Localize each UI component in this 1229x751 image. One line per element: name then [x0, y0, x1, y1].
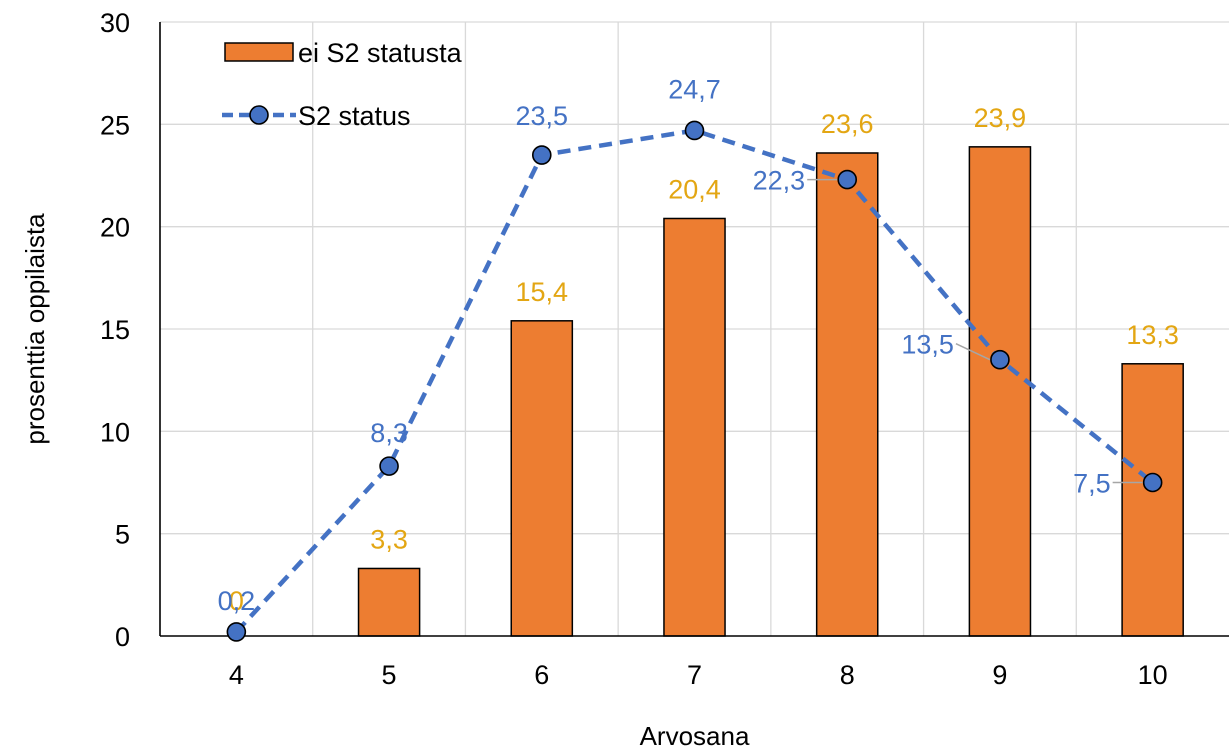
line-point: [226, 622, 247, 642]
x-tick-label: 4: [229, 660, 244, 690]
y-tick-label: 10: [100, 417, 130, 447]
data-label-leader: [955, 343, 991, 361]
bar: [663, 217, 726, 637]
legend-label-line: S2 status: [298, 101, 411, 131]
x-axis-title: Arvosana: [640, 721, 750, 751]
legend-label-bar: ei S2 statusta: [298, 38, 463, 68]
legend-swatch-bar: [224, 42, 294, 62]
line-data-label: 24,7: [668, 74, 721, 104]
line-point: [1142, 472, 1163, 493]
x-tick-label: 6: [534, 660, 549, 690]
y-tick-label: 20: [100, 213, 130, 243]
y-tick-label: 5: [115, 520, 130, 550]
line-point: [990, 349, 1010, 370]
data-labels: 0 3,3 15,4 20,4 23,6 23,9 13,3 0,2 8,3 23,5 24,7 22…: [218, 74, 1179, 616]
axes: [159, 22, 1229, 637]
line-point: [684, 120, 705, 141]
tick-labels: 0 5 10 15 20 25 30 4 5 6 7 8 9 10: [100, 8, 1168, 690]
legend: ei S2 statusta S2 status: [222, 38, 463, 131]
y-tick-label: 15: [100, 315, 130, 345]
y-tick-label: 25: [100, 110, 130, 140]
x-tick-label: 7: [687, 660, 702, 690]
line-data-label: 0,2: [218, 586, 256, 616]
bar-data-label: 13,3: [1126, 320, 1179, 350]
line-data-label: 8,3: [370, 418, 408, 448]
y-tick-label: 0: [115, 622, 130, 652]
line-point: [837, 169, 858, 190]
bar-data-label: 23,9: [974, 103, 1027, 133]
line-data-label: 22,3: [753, 166, 806, 196]
line-series: [226, 120, 1163, 642]
bar-data-label: 0: [229, 586, 244, 616]
x-tick-label: 8: [840, 660, 855, 690]
line-point: [379, 456, 399, 476]
bar: [357, 567, 421, 637]
bar-data-label: 23,6: [821, 109, 874, 139]
legend-marker-line: [249, 105, 269, 125]
bar-data-label: 3,3: [370, 524, 408, 554]
x-tick-label: 10: [1138, 660, 1168, 690]
bar-series: [357, 146, 1184, 637]
x-tick-label: 9: [992, 660, 1007, 690]
y-tick-label: 30: [100, 8, 130, 38]
line-data-label: 13,5: [901, 330, 954, 360]
bar-data-label: 20,4: [668, 174, 721, 204]
line-point: [531, 145, 552, 165]
bar: [510, 320, 574, 637]
line-data-label: 7,5: [1073, 469, 1111, 499]
line-data-label: 23,5: [516, 101, 569, 131]
bar: [1121, 363, 1184, 637]
bar: [968, 146, 1032, 637]
bar: [815, 152, 879, 637]
x-tick-label: 5: [382, 660, 397, 690]
y-axis-title: prosenttia oppilaista: [20, 213, 50, 445]
bar-data-label: 15,4: [516, 277, 569, 307]
